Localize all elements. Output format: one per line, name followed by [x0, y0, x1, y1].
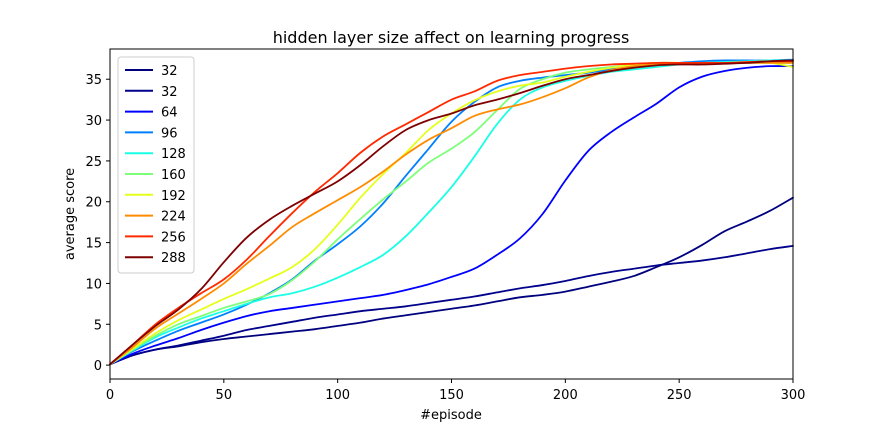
- x-axis: 0 50 100 150 200 250 300: [106, 379, 806, 403]
- chart-title: hidden layer size affect on learning pro…: [273, 28, 630, 47]
- legend-entry-label: 192: [161, 189, 186, 204]
- y-tick-label: 5: [94, 318, 102, 333]
- x-tick-label: 100: [325, 388, 350, 403]
- legend-entry-label: 64: [161, 106, 178, 121]
- plot-area: [109, 58, 794, 366]
- series-line-32-0: [109, 196, 794, 366]
- series-line-256-8: [109, 60, 794, 366]
- y-axis: 0 5 10 15 20 25 30 35: [85, 73, 110, 374]
- y-tick-label: 10: [85, 277, 102, 292]
- series-line-32-1: [109, 244, 794, 366]
- y-tick-label: 25: [85, 155, 102, 170]
- y-tick-label: 35: [85, 73, 102, 88]
- series-line-288-9: [109, 59, 794, 366]
- y-axis-label: average score: [63, 168, 78, 260]
- y-tick-label: 15: [85, 237, 102, 252]
- legend-entry-label: 128: [161, 147, 186, 162]
- x-tick-label: 200: [553, 388, 578, 403]
- legend-entry-label: 96: [161, 126, 178, 141]
- legend: 32 32 64 96 128 160 192 224 256 288: [117, 56, 195, 274]
- y-tick-label: 30: [85, 114, 102, 129]
- y-tick-label: 0: [94, 359, 102, 374]
- x-tick-label: 150: [439, 388, 464, 403]
- series-line-64-2: [109, 65, 794, 366]
- legend-entry-label: 32: [161, 85, 178, 100]
- x-tick-label: 250: [667, 388, 692, 403]
- x-tick-label: 300: [781, 388, 806, 403]
- legend-entry-label: 224: [161, 210, 186, 225]
- legend-entry-label: 288: [161, 251, 186, 266]
- y-tick-label: 20: [85, 196, 102, 211]
- legend-entry-label: 256: [161, 230, 186, 245]
- legend-entry-label: 32: [161, 64, 178, 79]
- axes-frame: [109, 48, 794, 380]
- legend-entry-label: 160: [161, 168, 186, 183]
- x-axis-label: #episode: [420, 408, 482, 423]
- x-tick-label: 50: [216, 388, 233, 403]
- x-tick-label: 0: [106, 388, 114, 403]
